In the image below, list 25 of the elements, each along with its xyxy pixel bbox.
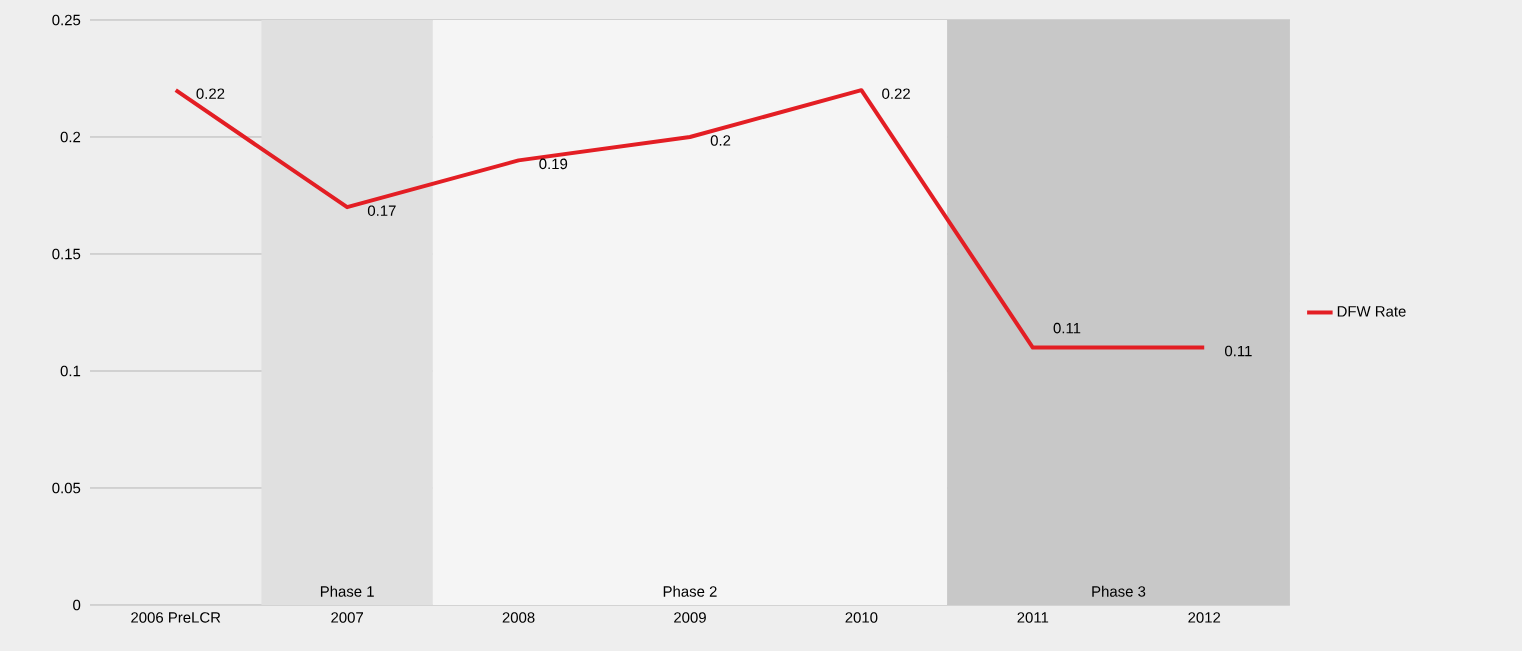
- x-tick-label: 2009: [674, 612, 706, 623]
- data-label: 0.11: [1225, 345, 1252, 357]
- data-label: 0.11: [1053, 322, 1081, 334]
- data-label: 0.19: [539, 158, 568, 170]
- x-tick-label: 2007: [331, 612, 364, 623]
- band-label: Phase 2: [663, 585, 717, 597]
- data-label: 0.2: [710, 135, 731, 146]
- band-label: Phase 3: [1092, 585, 1146, 597]
- x-tick-label: 2011: [1017, 612, 1049, 623]
- y-tick-label: 0: [73, 599, 81, 611]
- x-tick-label: 2008: [502, 612, 535, 623]
- data-label: 0.17: [367, 205, 396, 216]
- y-tick-label: 0.05: [52, 482, 81, 494]
- x-tick-label: 2010: [845, 612, 878, 623]
- line-series: [173, 88, 1207, 350]
- data-label: 0.22: [882, 88, 910, 99]
- y-tick-label: 0.15: [52, 248, 81, 260]
- y-tick-label: 0.1: [60, 365, 81, 377]
- x-tick-label: 2012: [1188, 612, 1221, 623]
- band-label: Phase 1: [320, 585, 374, 597]
- y-tick-label: 0.25: [52, 14, 81, 26]
- x-tick-label: 2006 PreLCR: [131, 612, 221, 623]
- legend-label: DFW Rate: [1337, 306, 1406, 317]
- y-tick-label: 0.2: [60, 131, 81, 143]
- data-label: 0.22: [196, 88, 225, 99]
